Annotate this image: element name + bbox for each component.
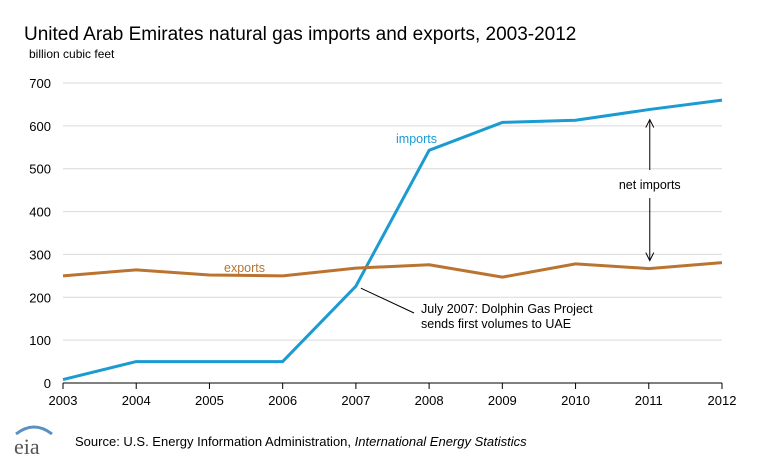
series-label-exports: exports bbox=[224, 261, 265, 275]
series-labels: imports exports bbox=[224, 132, 437, 275]
series-lines bbox=[62, 98, 723, 382]
y-tick-label-0: 0 bbox=[44, 376, 51, 391]
y-tick-label-700: 700 bbox=[29, 76, 51, 91]
y-tick-label-500: 500 bbox=[29, 162, 51, 177]
x-tick-label-2008: 2008 bbox=[415, 393, 444, 408]
annotation-net-imports: net imports bbox=[619, 178, 681, 192]
x-tick-label-2005: 2005 bbox=[195, 393, 224, 408]
x-tick-label-2006: 2006 bbox=[268, 393, 297, 408]
net-imports-arrowhead-up bbox=[645, 118, 655, 128]
x-tick-label-2007: 2007 bbox=[341, 393, 370, 408]
y-tick-labels: 0 100 200 300 400 500 600 700 bbox=[29, 76, 51, 391]
eia-logo-icon: eia bbox=[10, 420, 58, 460]
axes bbox=[62, 382, 723, 389]
source-prefix: Source: U.S. Energy Information Administ… bbox=[75, 434, 355, 449]
source-dataset: International Energy Statistics bbox=[354, 434, 527, 449]
annotation-dolphin-line1: July 2007: Dolphin Gas Project bbox=[421, 302, 593, 316]
chart-title: United Arab Emirates natural gas imports… bbox=[24, 24, 577, 45]
x-tick-label-2009: 2009 bbox=[488, 393, 517, 408]
x-tick-label-2010: 2010 bbox=[561, 393, 590, 408]
x-tick-label-2004: 2004 bbox=[122, 393, 151, 408]
y-tick-label-400: 400 bbox=[29, 205, 51, 220]
x-tick-label-2003: 2003 bbox=[49, 393, 78, 408]
y-tick-label-300: 300 bbox=[29, 247, 51, 262]
y-tick-label-600: 600 bbox=[29, 119, 51, 134]
y-tick-label-200: 200 bbox=[29, 290, 51, 305]
source-note: Source: U.S. Energy Information Administ… bbox=[75, 434, 527, 449]
net-imports-arrowhead-down bbox=[645, 252, 655, 262]
x-tick-label-2012: 2012 bbox=[708, 393, 737, 408]
y-axis-unit-label: billion cubic feet bbox=[29, 47, 115, 61]
series-line-exports bbox=[62, 261, 723, 279]
y-tick-label-100: 100 bbox=[29, 333, 51, 348]
annotations: net imports July 2007: Dolphin Gas Projec… bbox=[360, 118, 681, 331]
x-tick-labels: 2003 2004 2005 2006 2007 2008 2009 2010 2011 2012 bbox=[49, 393, 737, 408]
series-line-imports bbox=[62, 98, 723, 382]
dolphin-leader-line bbox=[360, 287, 415, 314]
eia-logo-text: eia bbox=[14, 434, 40, 459]
series-label-imports: imports bbox=[396, 132, 437, 146]
gridlines bbox=[63, 82, 722, 341]
x-tick-label-2011: 2011 bbox=[635, 393, 663, 408]
annotation-dolphin-line2: sends first volumes to UAE bbox=[421, 317, 571, 331]
